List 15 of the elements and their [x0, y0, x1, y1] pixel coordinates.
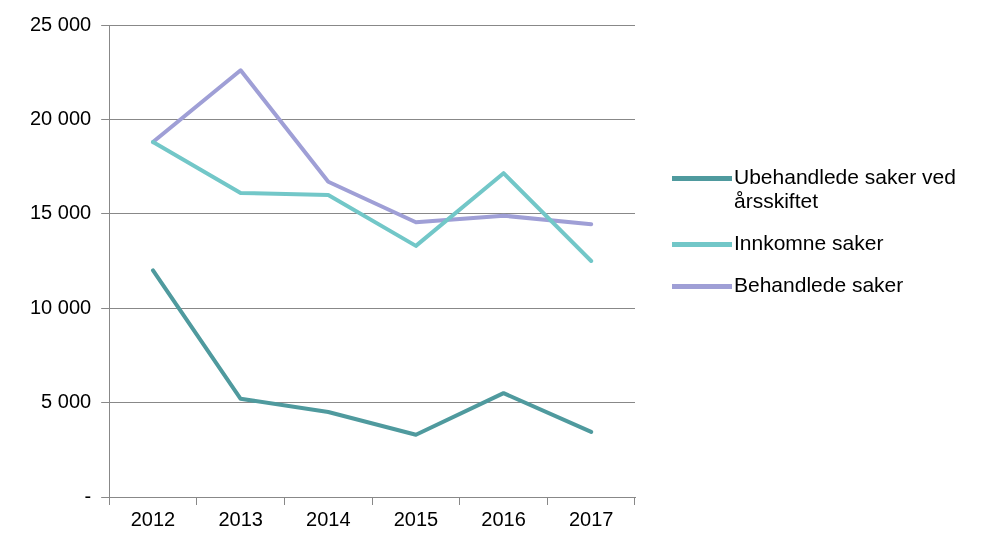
y-tick-label: 15 000	[30, 201, 92, 224]
x-tick-label: 2015	[393, 507, 439, 530]
x-tick-label: 2017	[568, 507, 614, 530]
x-tick-label: 2014	[306, 507, 351, 530]
x-tick-label: 2013	[218, 507, 263, 530]
legend-label: Innkomne saker	[734, 231, 884, 255]
y-tick-label: 10 000	[30, 295, 92, 318]
y-tick-label: 5 000	[41, 390, 92, 413]
y-tick-label: 20 000	[30, 106, 92, 129]
legend-label: Ubehandlede saker ved årsskiftet	[734, 165, 957, 213]
x-tick-label: 2012	[130, 507, 176, 530]
legend-label: Behandlede saker	[734, 273, 904, 297]
y-tick-label: -	[84, 484, 92, 507]
y-tick-label: 25 000	[30, 12, 92, 35]
x-tick-label: 2016	[481, 507, 526, 530]
